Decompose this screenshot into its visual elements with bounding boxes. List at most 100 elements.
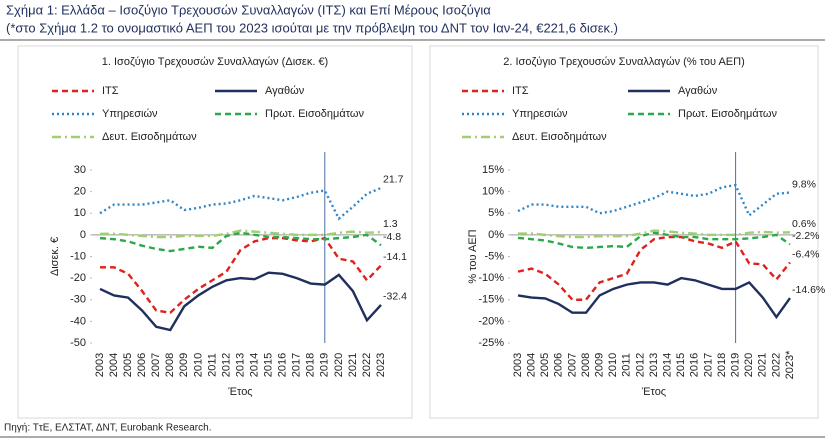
x-tick-label: 2009 bbox=[594, 353, 606, 377]
data-label: -2.2% bbox=[792, 230, 819, 242]
legend-label: ΙΤΣ bbox=[102, 85, 119, 97]
y-tick-label: -10% bbox=[478, 272, 504, 284]
y-tick-label: 5% bbox=[488, 207, 504, 219]
y-axis-label: % του ΑΕΠ bbox=[467, 229, 479, 283]
y-tick-label: -40 bbox=[70, 315, 86, 327]
x-tick-label: 2014 bbox=[248, 353, 260, 377]
x-tick-label: 2006 bbox=[136, 353, 148, 377]
data-label: -14.1 bbox=[383, 251, 407, 263]
y-tick-label: -5% bbox=[484, 250, 504, 262]
series-line bbox=[517, 235, 791, 301]
legend-label: Δευτ. Εισοδημάτων bbox=[102, 131, 197, 143]
data-label: 1.3 bbox=[383, 218, 398, 230]
x-tick-label: 2014 bbox=[662, 353, 674, 377]
x-tick-label: 2011 bbox=[621, 353, 633, 377]
x-tick-label: 2010 bbox=[607, 353, 619, 377]
y-tick-label: 15% bbox=[482, 164, 504, 176]
data-label: 0.6% bbox=[792, 218, 816, 230]
x-tick-label: 2004 bbox=[526, 353, 538, 377]
x-tick-label: 2021 bbox=[347, 353, 359, 377]
x-tick-label: 2006 bbox=[553, 353, 565, 377]
x-tick-label: 2021 bbox=[757, 353, 769, 377]
y-tick-label: 0 bbox=[80, 229, 86, 241]
data-label: 21.7 bbox=[383, 174, 404, 186]
x-tick-label: 2004 bbox=[108, 353, 120, 377]
series-line bbox=[517, 276, 791, 320]
x-tick-label: 2012 bbox=[634, 353, 646, 377]
x-tick-label: 2018 bbox=[305, 353, 317, 377]
x-tick-label: 2008 bbox=[164, 353, 176, 377]
y-tick-label: -20% bbox=[478, 315, 504, 327]
x-tick-label: 2005 bbox=[539, 353, 551, 377]
x-tick-label: 2010 bbox=[192, 353, 204, 377]
chart-title: 2. Ισοζύγιο Τρεχουσών Συναλλαγών (% του … bbox=[503, 56, 744, 68]
x-tick-label: 2017 bbox=[702, 353, 714, 377]
legend-label: Αγαθών bbox=[678, 85, 718, 97]
legend-label: Πρωτ. Εισοδημάτων bbox=[265, 108, 364, 120]
y-tick-label: -15% bbox=[478, 294, 504, 306]
data-label: 9.8% bbox=[792, 178, 816, 190]
data-label: -6.4% bbox=[792, 248, 819, 260]
x-tick-label: 2016 bbox=[277, 353, 289, 377]
x-tick-label: 2013 bbox=[234, 353, 246, 377]
x-tick-label: 2003 bbox=[94, 353, 106, 377]
source-note: Πηγή: ΤτΕ, ΕΛΣΤΑΤ, ΔΝΤ, Eurobank Researc… bbox=[4, 422, 211, 434]
x-tick-label: 2015 bbox=[263, 353, 275, 377]
x-tick-label: 2018 bbox=[716, 353, 728, 377]
x-tick-label: 2007 bbox=[150, 353, 162, 377]
series-line bbox=[517, 183, 791, 218]
series-line bbox=[99, 231, 382, 253]
data-label: -14.6% bbox=[792, 284, 825, 296]
series-line bbox=[99, 186, 382, 221]
x-tick-label: 2023 bbox=[375, 353, 387, 377]
x-tick-label: 2016 bbox=[689, 353, 701, 377]
x-tick-label: 2019 bbox=[730, 353, 742, 377]
y-axis-label: Δισεκ. € bbox=[49, 237, 61, 276]
series-line bbox=[517, 231, 791, 250]
x-axis-label: Έτος bbox=[227, 386, 252, 398]
data-label: -32.4 bbox=[383, 291, 407, 303]
y-tick-label: -10 bbox=[70, 250, 86, 262]
y-tick-label: 20 bbox=[74, 186, 86, 198]
x-tick-label: 2013 bbox=[648, 353, 660, 377]
y-tick-label: 10% bbox=[482, 186, 504, 198]
y-tick-label: -50 bbox=[70, 337, 86, 349]
x-tick-label: 2019 bbox=[319, 353, 331, 377]
x-tick-label: 2022 bbox=[361, 353, 373, 377]
x-tick-label: 2011 bbox=[206, 353, 218, 377]
x-tick-label: 2015 bbox=[675, 353, 687, 377]
panel-frame bbox=[17, 45, 413, 419]
y-tick-label: -20 bbox=[70, 272, 86, 284]
x-tick-label: 2005 bbox=[122, 353, 134, 377]
x-tick-label: 2020 bbox=[333, 353, 345, 377]
x-tick-label: 2012 bbox=[220, 353, 232, 377]
y-tick-label: 0% bbox=[488, 229, 504, 241]
legend-label: Υπηρεσιών bbox=[512, 108, 568, 120]
legend-label: Πρωτ. Εισοδημάτων bbox=[678, 108, 777, 120]
y-tick-label: 30 bbox=[74, 164, 86, 176]
figure-subtitle: (*στο Σχήμα 1.2 το ονομαστικό ΑΕΠ του 20… bbox=[6, 20, 618, 35]
x-axis-label: Έτος bbox=[641, 386, 666, 398]
x-tick-label: 2009 bbox=[178, 353, 190, 377]
x-tick-label: 2008 bbox=[580, 353, 592, 377]
chart-title: 1. Ισοζύγιο Τρεχουσών Συναλλαγών (Δισεκ.… bbox=[102, 56, 328, 68]
x-tick-label: 2007 bbox=[566, 353, 578, 377]
series-line bbox=[99, 271, 382, 332]
panel-frame bbox=[429, 45, 819, 419]
y-tick-label: 10 bbox=[74, 207, 86, 219]
series-line bbox=[100, 229, 382, 239]
series-line bbox=[518, 229, 791, 239]
x-tick-label: 2017 bbox=[291, 353, 303, 377]
x-tick-label: 2023* bbox=[784, 350, 796, 379]
figure-title: Σχήμα 1: Ελλάδα – Ισοζύγιο Τρεχουσών Συν… bbox=[6, 2, 491, 17]
x-tick-label: 2020 bbox=[743, 353, 755, 377]
y-tick-label: -30 bbox=[70, 294, 86, 306]
series-line bbox=[100, 236, 382, 314]
legend-label: Δευτ. Εισοδημάτων bbox=[512, 131, 607, 143]
legend-label: ΙΤΣ bbox=[512, 85, 529, 97]
y-tick-label: -25% bbox=[478, 337, 504, 349]
legend-label: Αγαθών bbox=[265, 85, 305, 97]
x-tick-label: 2003 bbox=[512, 353, 524, 377]
x-tick-label: 2022 bbox=[770, 353, 782, 377]
